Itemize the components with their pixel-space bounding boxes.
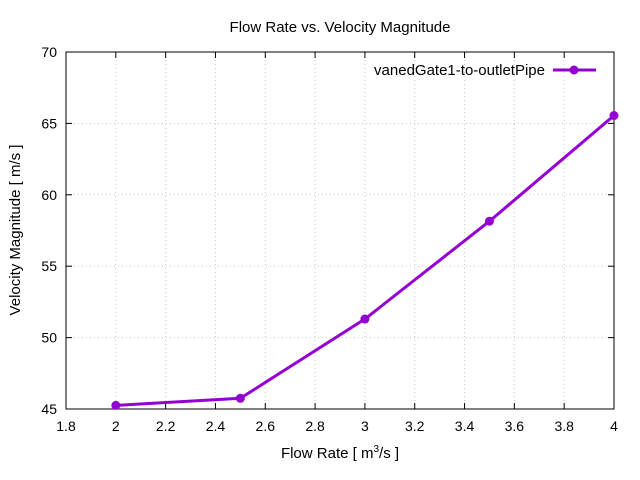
x-tick-label: 1.8 <box>56 418 76 434</box>
x-tick-label: 3.4 <box>455 418 475 434</box>
y-tick-label: 65 <box>41 115 57 131</box>
legend-marker <box>569 65 579 75</box>
y-axis-title: Velocity Magnitude [ m/s ] <box>7 145 24 316</box>
data-point <box>235 393 245 403</box>
legend: vanedGate1-to-outletPipe <box>374 62 596 79</box>
y-tick-label: 55 <box>41 258 57 274</box>
x-tick-label: 3.6 <box>505 418 525 434</box>
plot-area-frame <box>65 51 615 410</box>
grid-lines <box>66 52 614 409</box>
x-tick-label: 2.8 <box>305 418 325 434</box>
y-tick-label: 70 <box>41 44 57 60</box>
x-axis-title-superscript: 3 <box>373 444 379 455</box>
legend-label: vanedGate1-to-outletPipe <box>374 62 545 79</box>
data-point <box>360 314 370 324</box>
data-point <box>484 216 494 226</box>
axis-ticks: 1.8 2 2.2 2.4 2.6 2.8 3 3.2 3.4 3.6 3.8 4 45 50 55 60 65… <box>41 44 618 434</box>
chart-title: Flow Rate vs. Velocity Magnitude <box>230 19 451 36</box>
x-tick-label: 3.2 <box>405 418 425 434</box>
x-tick-label: 4 <box>610 418 618 434</box>
x-tick-label: 3.8 <box>554 418 574 434</box>
data-point <box>111 400 121 410</box>
x-axis-title-suffix: /s ] <box>379 445 399 462</box>
x-tick-label: 2 <box>112 418 120 434</box>
x-tick-label: 2.4 <box>206 418 226 434</box>
x-axis-title: Flow Rate [ m3/s ] <box>281 444 399 462</box>
y-tick-label: 60 <box>41 187 57 203</box>
x-tick-label: 2.6 <box>256 418 276 434</box>
data-point <box>609 111 619 121</box>
x-axis-title-prefix: Flow Rate [ m <box>281 445 374 462</box>
x-tick-label: 3 <box>361 418 369 434</box>
x-tick-label: 2.2 <box>156 418 176 434</box>
y-tick-label: 45 <box>41 401 57 417</box>
y-tick-label: 50 <box>41 330 57 346</box>
series-layer <box>111 111 619 410</box>
